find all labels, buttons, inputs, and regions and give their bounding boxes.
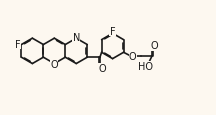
Text: F: F [110,26,115,36]
Text: O: O [99,64,106,74]
Text: HO: HO [138,61,153,71]
Text: F: F [15,39,21,49]
Text: N: N [73,33,80,43]
Text: O: O [151,41,159,51]
Text: O: O [129,51,137,61]
Text: O: O [51,60,58,70]
